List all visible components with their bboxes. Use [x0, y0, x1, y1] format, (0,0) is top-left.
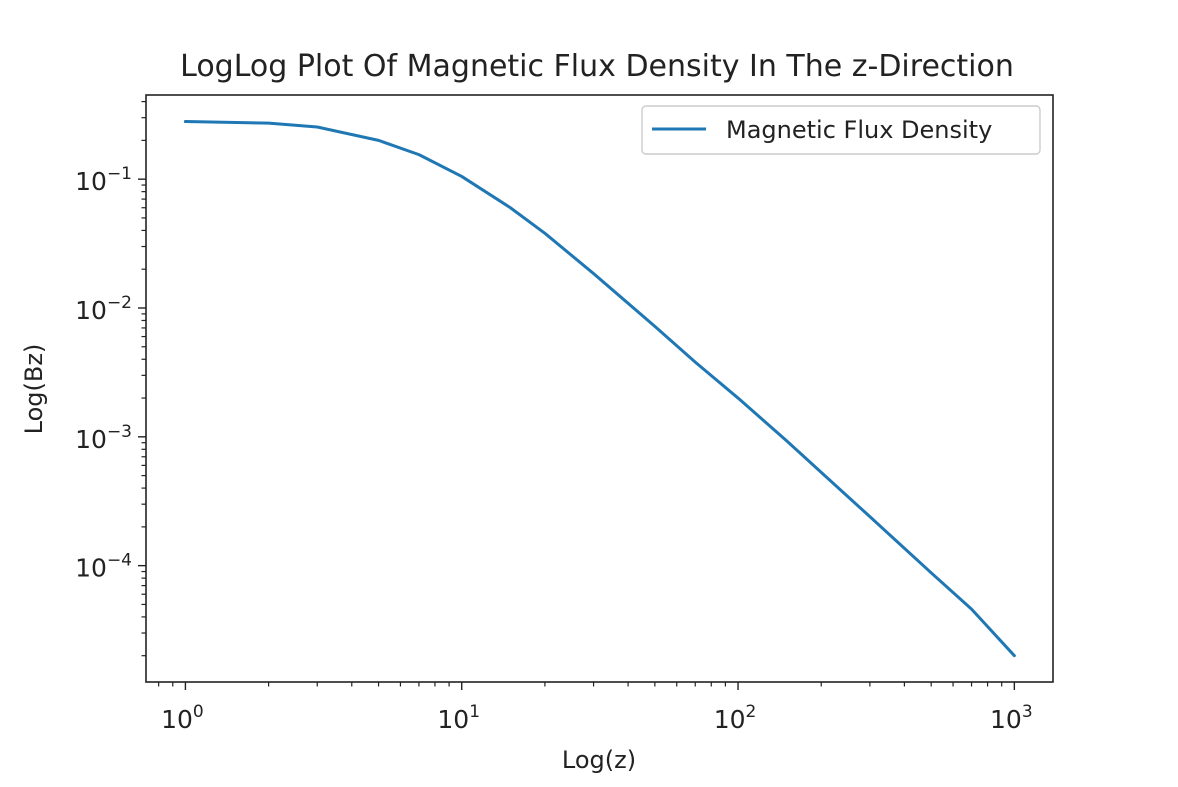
y-tick-label: 10−3	[75, 422, 132, 454]
chart-title: LogLog Plot Of Magnetic Flux Density In …	[180, 49, 1014, 84]
y-tick-label: 10−4	[75, 551, 132, 583]
legend-label: Magnetic Flux Density	[726, 116, 992, 144]
plot-frame	[145, 94, 1054, 683]
legend: Magnetic Flux Density	[641, 105, 1041, 155]
series-line	[183, 120, 1016, 658]
ticks-layer: 100 101 102 103 10−1 10−2 10−3 10−4	[75, 100, 1033, 734]
legend-box	[641, 105, 1041, 155]
x-tick-label: 101	[437, 702, 480, 734]
x-tick-label: 100	[161, 702, 204, 734]
y-tick-label: 10−1	[75, 164, 132, 196]
series-layer	[183, 120, 1016, 658]
x-tick-label: 102	[714, 702, 757, 734]
y-axis-label: Log(Bz)	[20, 344, 48, 435]
y-tick-label: 10−2	[75, 293, 132, 325]
x-tick-label: 103	[990, 702, 1033, 734]
x-axis-label: Log(z)	[562, 746, 636, 774]
